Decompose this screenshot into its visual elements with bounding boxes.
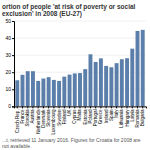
tick-mark: [116, 106, 117, 108]
y-axis: 0 10 20 30 40 50: [5, 18, 14, 109]
tick-mark: [59, 106, 60, 108]
bar: [57, 81, 61, 106]
tick-mark: [53, 106, 54, 108]
tick-mark: [100, 106, 101, 108]
tick-label: 0: [8, 103, 11, 109]
axis-line: [12, 22, 15, 107]
bars: [15, 30, 144, 106]
bar: [136, 31, 140, 106]
bar: [94, 62, 98, 106]
tick: 20: [5, 69, 14, 75]
tick-mark: [85, 106, 86, 108]
tick-mark: [27, 106, 28, 108]
tick-mark: [106, 106, 107, 108]
bar: [88, 54, 92, 106]
tick-label: 40: [5, 35, 11, 41]
tick-mark: [74, 106, 75, 108]
grid-line: [14, 21, 146, 22]
tick-label: 10: [5, 86, 11, 92]
grid: [14, 21, 146, 106]
chart: ortion of people 'at risk of poverty or …: [0, 0, 150, 150]
tick-label: 30: [5, 52, 11, 58]
text-line: not available.: [2, 143, 31, 149]
tick-mark: [64, 106, 65, 108]
bar: [36, 81, 40, 106]
tick-mark: [12, 38, 14, 39]
bar: [68, 75, 72, 107]
tick: 50: [5, 18, 14, 24]
plot: 0 10 20 30 40 50 Czech Rep.FranceSlovakiaAustr…: [5, 18, 146, 134]
bar: [115, 63, 119, 106]
tick-mark: [32, 106, 33, 108]
tick-mark: [121, 106, 122, 108]
tick-mark: [17, 106, 18, 108]
bar: [99, 58, 103, 106]
tick: 0: [8, 103, 14, 109]
bar: [26, 71, 30, 106]
bar: [21, 75, 25, 107]
tick-mark: [12, 89, 14, 90]
tick-mark: [38, 106, 39, 108]
grid-line: [14, 38, 146, 39]
tick-label: 20: [5, 69, 11, 75]
tick-mark: [90, 106, 91, 108]
footnote: ...t, retrieved 11 January 2016. Figures…: [2, 137, 142, 149]
bar: [125, 58, 129, 106]
bar: [141, 30, 145, 106]
bar: [15, 80, 19, 106]
tick-mark: [95, 106, 96, 108]
tick-mark: [12, 72, 14, 73]
tick-mark: [132, 106, 133, 108]
bar: [52, 80, 56, 106]
tick-mark: [80, 106, 81, 108]
bar: [47, 77, 51, 106]
tick: Bulgaria: [140, 106, 145, 126]
bar: [73, 73, 77, 106]
bar: [62, 77, 66, 107]
bar: [31, 71, 35, 106]
tick-mark: [12, 55, 14, 56]
tick-mark: [22, 106, 23, 108]
bar: [104, 66, 108, 106]
tick-mark: [43, 106, 44, 108]
x-axis: Czech Rep.FranceSlovakiaAustriaNetherlan…: [15, 106, 147, 134]
tick-mark: [142, 106, 143, 108]
tick-mark: [111, 106, 112, 108]
tick-mark: [137, 106, 138, 108]
tick-mark: [12, 21, 14, 22]
tick-mark: [127, 106, 128, 108]
tick-label: 50: [5, 18, 11, 24]
axis-line: [15, 107, 147, 109]
tick-mark: [69, 106, 70, 108]
bar: [120, 59, 124, 106]
tick: 10: [5, 86, 14, 92]
bar: [41, 79, 45, 107]
tick: 40: [5, 35, 14, 41]
bar: [78, 73, 82, 106]
tick-mark: [12, 106, 14, 107]
tick: 30: [5, 52, 14, 58]
grid-line: [14, 55, 146, 56]
tick-mark: [48, 106, 49, 108]
bar: [130, 49, 134, 107]
text-line: exclusion' in 2008 (EU-27): [2, 10, 82, 18]
bar: [83, 69, 87, 106]
bar: [109, 67, 113, 106]
title: ortion of people 'at risk of poverty or …: [2, 3, 137, 19]
tick-label: Bulgaria: [140, 109, 145, 126]
